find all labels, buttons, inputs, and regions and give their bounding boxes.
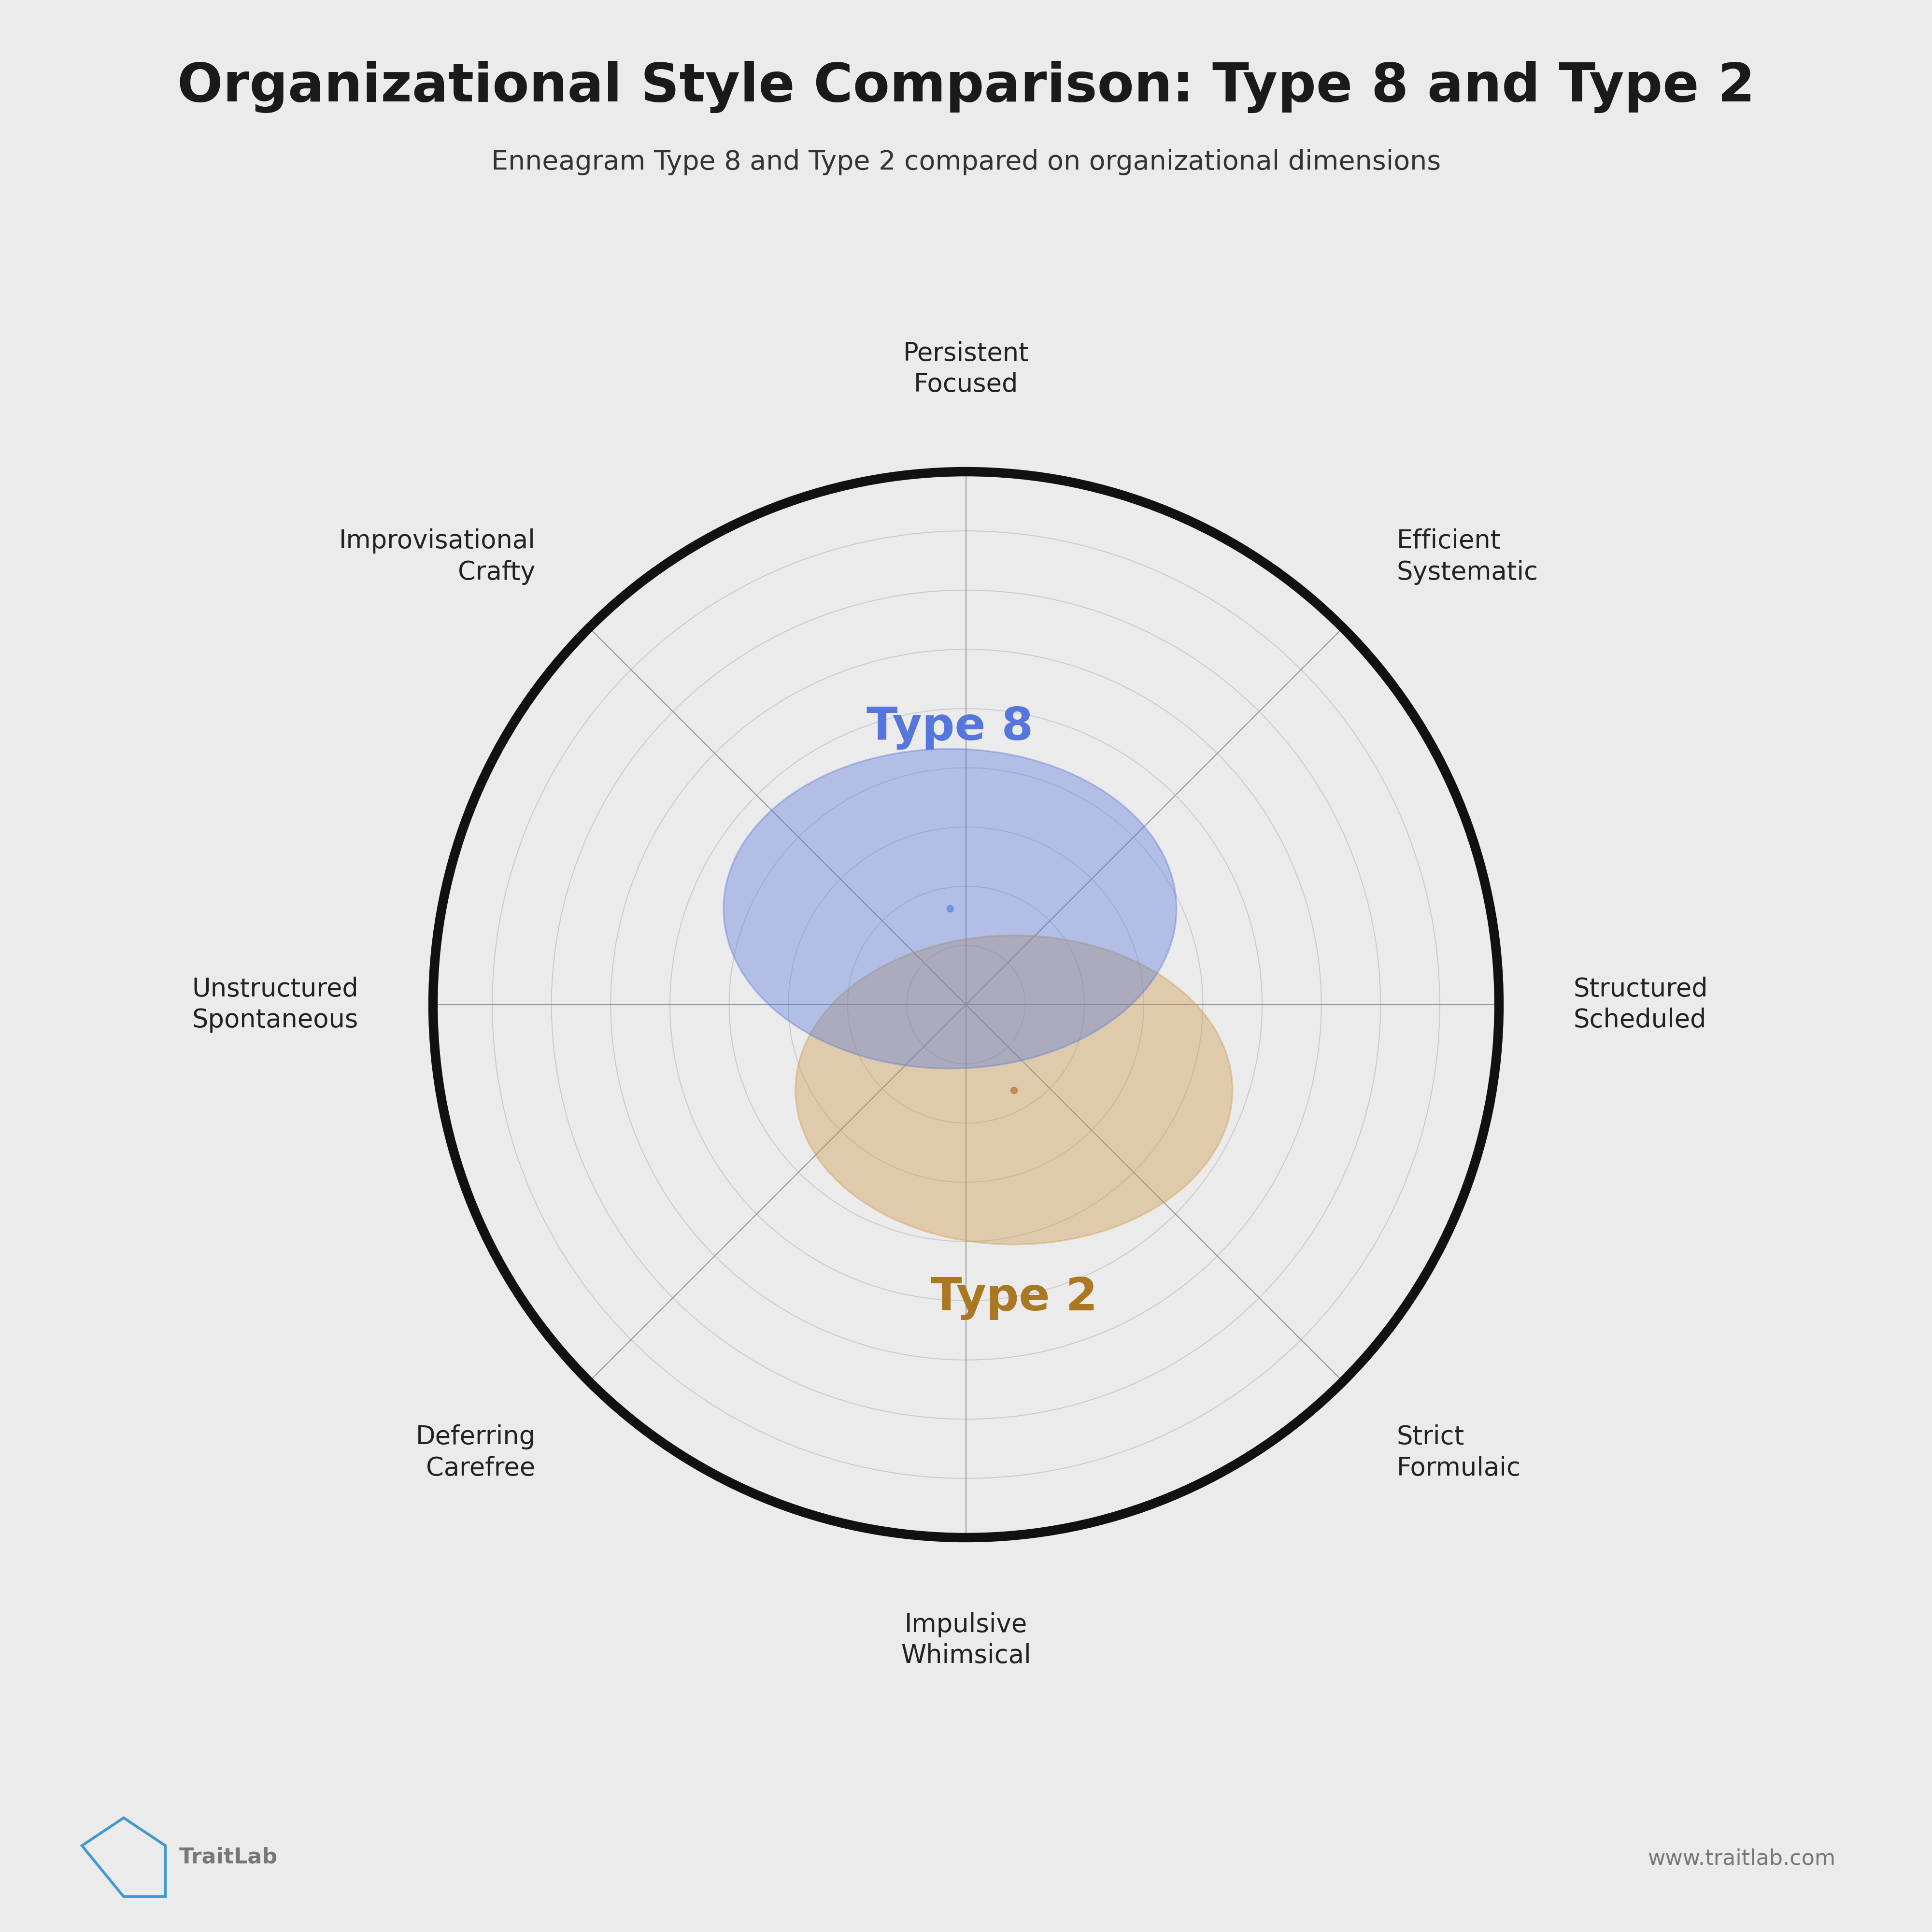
Text: Persistent
Focused: Persistent Focused	[902, 340, 1030, 398]
Text: Deferring
Carefree: Deferring Carefree	[415, 1424, 535, 1480]
Ellipse shape	[723, 750, 1177, 1068]
Text: Impulsive
Whimsical: Impulsive Whimsical	[900, 1611, 1032, 1669]
Text: www.traitlab.com: www.traitlab.com	[1648, 1849, 1835, 1868]
Text: Type 2: Type 2	[931, 1275, 1097, 1320]
Text: Strict
Formulaic: Strict Formulaic	[1397, 1424, 1520, 1480]
Text: Type 8: Type 8	[867, 705, 1034, 750]
Text: Organizational Style Comparison: Type 8 and Type 2: Organizational Style Comparison: Type 8 …	[178, 60, 1754, 112]
Text: Improvisational
Crafty: Improvisational Crafty	[338, 529, 535, 585]
Text: Efficient
Systematic: Efficient Systematic	[1397, 529, 1538, 585]
Ellipse shape	[796, 935, 1233, 1244]
Text: Enneagram Type 8 and Type 2 compared on organizational dimensions: Enneagram Type 8 and Type 2 compared on …	[491, 149, 1441, 176]
Text: Unstructured
Spontaneous: Unstructured Spontaneous	[191, 976, 359, 1034]
Text: Structured
Scheduled: Structured Scheduled	[1573, 976, 1708, 1034]
Text: TraitLab: TraitLab	[180, 1847, 278, 1868]
